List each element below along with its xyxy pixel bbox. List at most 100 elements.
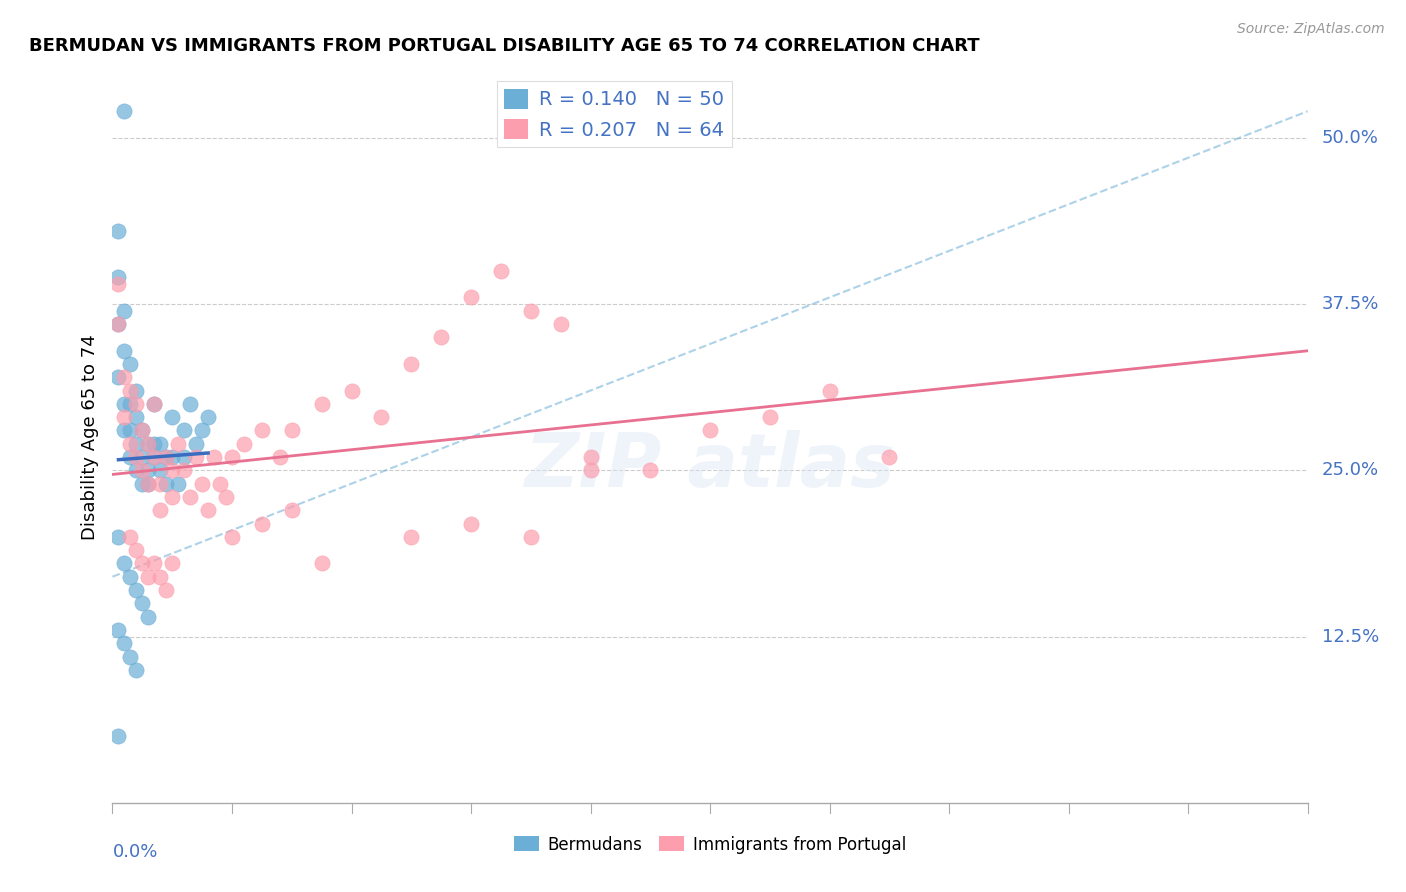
Point (215, 490, 238, 504)
Point (197, 410, 219, 425)
Point (138, 436, 160, 450)
Text: 12.5%: 12.5% (1322, 628, 1379, 646)
Point (120, 397, 142, 411)
Point (155, 450, 177, 464)
Point (143, 450, 166, 464)
Point (125, 543, 148, 558)
Point (138, 609, 160, 624)
Point (138, 463, 160, 477)
Point (340, 384, 363, 398)
Point (131, 424, 153, 438)
Point (155, 582, 177, 597)
Point (131, 463, 153, 477)
Point (107, 317, 129, 331)
Point (143, 397, 166, 411)
Text: ZIP atlas: ZIP atlas (524, 430, 896, 503)
Point (120, 384, 142, 398)
Point (640, 463, 662, 477)
Point (460, 516, 482, 531)
Point (699, 424, 721, 438)
Point (125, 663, 148, 677)
Text: Source: ZipAtlas.com: Source: ZipAtlas.com (1237, 22, 1385, 37)
Point (114, 557, 135, 571)
Point (114, 303, 135, 318)
Point (107, 224, 129, 238)
Point (489, 264, 512, 278)
Point (209, 476, 232, 491)
Point (179, 490, 201, 504)
Point (520, 303, 543, 318)
Point (114, 104, 135, 119)
Point (120, 436, 142, 450)
Legend: Bermudans, Immigrants from Portugal: Bermudans, Immigrants from Portugal (508, 829, 912, 860)
Point (173, 424, 195, 438)
Point (149, 476, 172, 491)
Point (579, 450, 602, 464)
Point (143, 397, 166, 411)
Point (114, 636, 135, 650)
Point (114, 410, 135, 425)
Point (250, 424, 273, 438)
Point (179, 397, 201, 411)
Point (131, 424, 153, 438)
Point (107, 270, 129, 285)
Point (125, 397, 148, 411)
Point (162, 557, 183, 571)
Point (107, 370, 129, 384)
Point (120, 424, 142, 438)
Y-axis label: Disability Age 65 to 74: Disability Age 65 to 74 (80, 334, 98, 540)
Point (401, 530, 423, 544)
Point (167, 436, 190, 450)
Point (120, 357, 142, 371)
Point (281, 424, 304, 438)
Point (149, 436, 172, 450)
Point (250, 516, 273, 531)
Point (233, 436, 256, 450)
Point (550, 317, 572, 331)
Point (167, 476, 190, 491)
Point (131, 596, 153, 610)
Text: 50.0%: 50.0% (1322, 128, 1379, 147)
Point (818, 384, 841, 398)
Point (114, 343, 135, 358)
Point (149, 503, 172, 517)
Point (131, 557, 153, 571)
Point (202, 450, 225, 464)
Point (138, 476, 160, 491)
Point (114, 397, 135, 411)
Point (107, 530, 129, 544)
Text: 37.5%: 37.5% (1322, 295, 1379, 313)
Point (143, 557, 166, 571)
Point (125, 450, 148, 464)
Point (131, 450, 153, 464)
Point (125, 582, 148, 597)
Point (191, 424, 214, 438)
Text: 25.0%: 25.0% (1322, 461, 1379, 479)
Point (162, 490, 183, 504)
Point (311, 557, 333, 571)
Point (370, 410, 392, 425)
Text: BERMUDAN VS IMMIGRANTS FROM PORTUGAL DISABILITY AGE 65 TO 74 CORRELATION CHART: BERMUDAN VS IMMIGRANTS FROM PORTUGAL DIS… (28, 37, 980, 54)
Point (221, 450, 243, 464)
Point (107, 729, 129, 743)
Point (120, 530, 142, 544)
Point (186, 436, 208, 450)
Point (221, 530, 243, 544)
Point (114, 370, 135, 384)
Point (138, 436, 160, 450)
Point (107, 623, 129, 637)
Point (143, 450, 166, 464)
Point (125, 436, 148, 450)
Point (191, 476, 214, 491)
Point (125, 463, 148, 477)
Point (162, 450, 183, 464)
Point (430, 330, 453, 344)
Point (138, 476, 160, 491)
Point (149, 570, 172, 584)
Text: 0.0%: 0.0% (112, 843, 157, 861)
Point (107, 317, 129, 331)
Point (162, 463, 183, 477)
Point (138, 570, 160, 584)
Point (281, 503, 304, 517)
Point (120, 649, 142, 664)
